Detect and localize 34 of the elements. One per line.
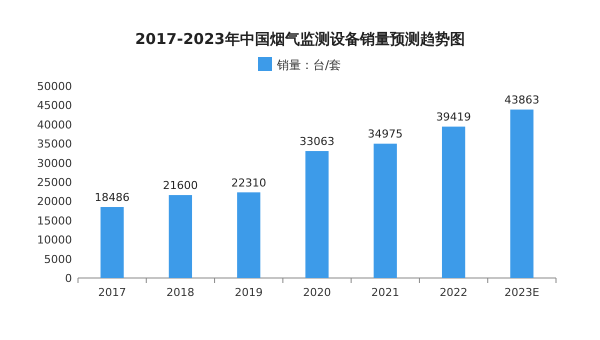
y-tick-label: 10000 xyxy=(37,234,72,247)
data-label: 34975 xyxy=(368,128,403,141)
bar xyxy=(442,126,466,278)
x-tick-label: 2017 xyxy=(98,286,126,299)
bar xyxy=(305,151,329,278)
data-label: 21600 xyxy=(162,179,198,192)
y-tick-label: 5000 xyxy=(44,252,72,266)
x-tick-label: 2019 xyxy=(234,286,263,299)
y-tick-label: 45000 xyxy=(37,99,72,112)
y-tick-label: 50000 xyxy=(37,80,72,93)
bar xyxy=(510,110,534,278)
bar xyxy=(168,195,192,278)
y-tick-label: 15000 xyxy=(37,214,72,228)
bar xyxy=(237,192,260,278)
y-tick-label: 30000 xyxy=(37,156,72,170)
data-label: 39419 xyxy=(436,110,472,124)
y-tick-label: 40000 xyxy=(37,118,72,132)
bar xyxy=(100,207,124,278)
bar xyxy=(374,144,397,278)
x-tick-label: 2023E xyxy=(504,286,540,299)
x-tick-label: 2021 xyxy=(371,286,400,299)
legend-label: 销量：台/套 xyxy=(276,58,342,72)
data-label: 43863 xyxy=(504,94,540,107)
data-label: 22310 xyxy=(231,176,266,190)
y-tick-label: 0 xyxy=(65,272,72,285)
y-tick-label: 35000 xyxy=(37,138,72,151)
y-tick-label: 20000 xyxy=(37,195,72,208)
chart-title: 2017-2023年中国烟气监测设备销量预测趋势图 xyxy=(135,30,465,48)
data-label: 33063 xyxy=(300,135,334,148)
y-tick-label: 25000 xyxy=(37,176,72,189)
data-label: 18486 xyxy=(94,191,130,204)
x-tick-label: 2022 xyxy=(440,286,468,299)
x-tick-label: 2018 xyxy=(166,286,194,299)
x-tick-label: 2020 xyxy=(303,286,331,299)
